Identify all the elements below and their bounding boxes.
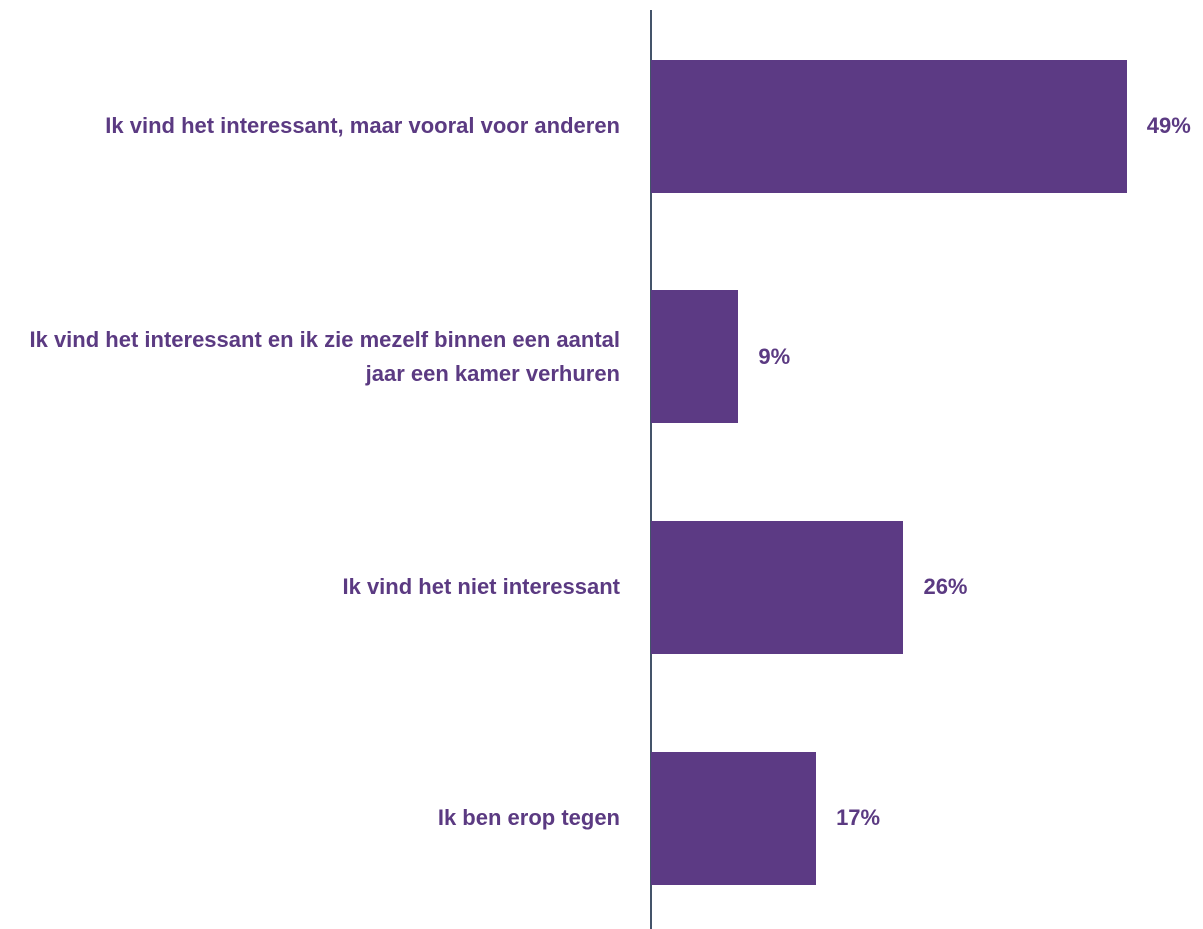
category-label: Ik ben erop tegen — [437, 805, 620, 831]
data-label: 9% — [758, 343, 791, 369]
bar — [651, 290, 739, 424]
data-label: 17% — [836, 805, 881, 831]
bar — [651, 520, 904, 654]
bar — [651, 751, 817, 885]
category-label: Ik vind het interessant en ik zie mezelf… — [29, 326, 620, 386]
category-label: Ik vind het interessant, maar vooral voo… — [105, 113, 620, 138]
data-label: 49% — [1146, 113, 1191, 138]
category-axis — [650, 10, 652, 929]
bar — [651, 59, 1127, 193]
category-label: Ik vind het niet interessant — [342, 574, 620, 600]
data-label: 26% — [923, 574, 968, 600]
